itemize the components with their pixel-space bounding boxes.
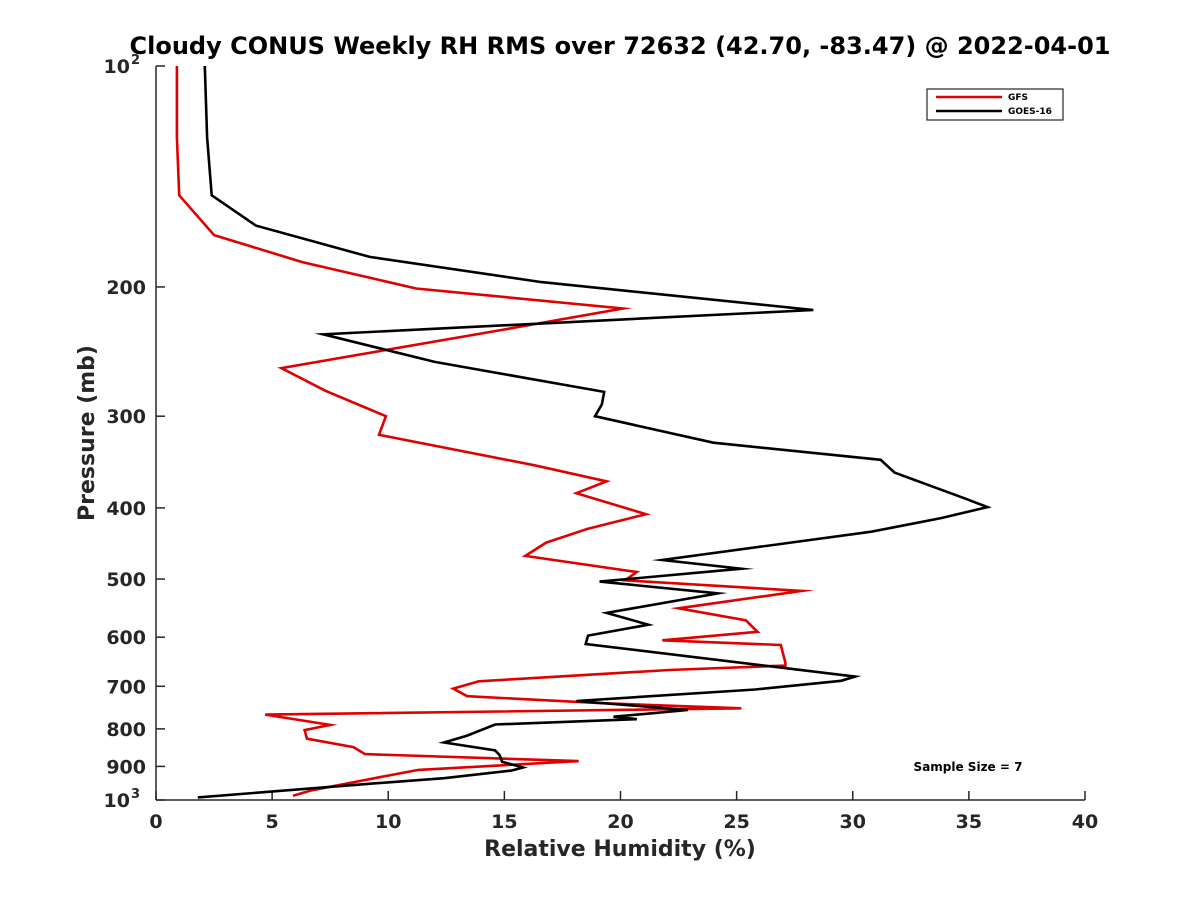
sample-size-annotation: Sample Size = 7 [914, 760, 1023, 774]
y-tick-label: 800 [106, 719, 146, 741]
series-line-goes-16 [197, 65, 992, 799]
y-tick-label: 500 [106, 569, 146, 591]
y-tick-label: 900 [106, 756, 146, 778]
x-tick-label: 40 [1072, 811, 1098, 833]
x-tick-label: 30 [840, 811, 866, 833]
series-layer [175, 65, 992, 799]
x-tick-label: 10 [375, 811, 401, 833]
y-tick-label: 200 [106, 277, 146, 299]
x-tick-label: 0 [149, 811, 162, 833]
y-tick-exponent: 3 [131, 787, 140, 802]
series-line-gfs [175, 66, 815, 798]
x-tick-label: 35 [956, 811, 982, 833]
x-axis-label: Relative Humidity (%) [484, 837, 756, 862]
legend-box [926, 88, 1064, 121]
legend-label-goes-16: GOES-16 [1008, 107, 1052, 117]
y-tick-label: 10 [104, 790, 130, 812]
y-tick-label: 400 [106, 498, 146, 520]
legend-label-gfs: GFS [1008, 93, 1028, 103]
y-tick-label: 600 [106, 627, 146, 649]
x-tick-label: 20 [607, 811, 633, 833]
y-tick-label: 300 [106, 406, 146, 428]
x-tick-label: 25 [723, 811, 749, 833]
x-tick-label: 5 [266, 811, 279, 833]
x-tick-label: 15 [491, 811, 517, 833]
y-tick-label: 700 [106, 676, 146, 698]
legend: GFS GOES-16 [926, 88, 1064, 121]
y-tick-label: 10 [104, 56, 130, 78]
y-axis-label: Pressure (mb) [75, 345, 100, 521]
chart-title: Cloudy CONUS Weekly RH RMS over 72632 (4… [130, 32, 1111, 60]
y-tick-exponent: 2 [131, 53, 140, 68]
